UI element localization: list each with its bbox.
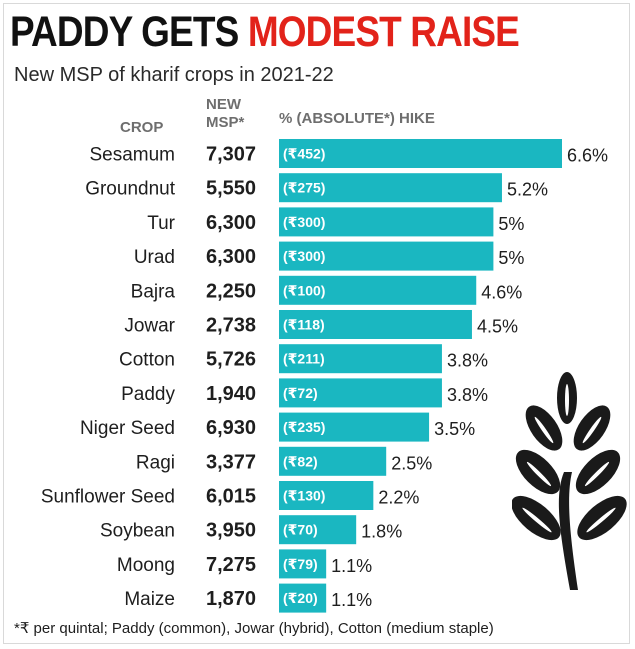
crop-label: Niger Seed — [80, 418, 175, 439]
crop-label: Tur — [147, 213, 175, 234]
msp-value: 6,300 — [206, 246, 256, 268]
bar — [279, 173, 502, 203]
percent-hike-label: 5.2% — [507, 180, 548, 200]
crop-label: Groundnut — [85, 179, 176, 200]
percent-hike-label: 2.5% — [391, 453, 432, 473]
wheat-icon — [512, 372, 627, 590]
msp-value: 1,870 — [206, 588, 256, 610]
msp-value: 1,940 — [206, 383, 256, 405]
percent-hike-label: 5% — [498, 214, 524, 234]
absolute-hike-label: (₹118) — [283, 317, 325, 333]
msp-value: 2,738 — [206, 315, 256, 337]
msp-value: 5,550 — [206, 178, 256, 200]
crop-label: Soybean — [100, 521, 175, 542]
msp-value: 7,275 — [206, 554, 256, 576]
absolute-hike-label: (₹20) — [283, 590, 318, 606]
bar — [279, 207, 494, 237]
percent-hike-label: 4.6% — [481, 282, 522, 302]
chart-frame — [3, 3, 630, 644]
bar — [279, 412, 430, 442]
bar — [279, 344, 442, 374]
percent-hike-label: 1.1% — [331, 590, 372, 610]
crop-label: Sunflower Seed — [41, 487, 175, 508]
msp-value: 5,726 — [206, 349, 256, 371]
absolute-hike-label: (₹300) — [283, 248, 325, 264]
bar — [279, 583, 327, 613]
bar — [279, 310, 472, 339]
absolute-hike-label: (₹82) — [283, 453, 318, 469]
msp-value: 3,377 — [206, 451, 256, 473]
column-header-hike: % (ABSOLUTE*) HIKE — [279, 110, 435, 127]
chart-subtitle: New MSP of kharif crops in 2021-22 — [14, 64, 334, 86]
absolute-hike-label: (₹79) — [283, 556, 318, 572]
absolute-hike-label: (₹70) — [283, 522, 318, 538]
percent-hike-label: 1.1% — [331, 556, 372, 576]
footnote: *₹ per quintal; Paddy (common), Jowar (h… — [14, 620, 494, 637]
bar — [279, 275, 477, 305]
absolute-hike-label: (₹100) — [283, 282, 325, 298]
title-part-2: MODEST RAISE — [247, 8, 520, 56]
bar — [279, 139, 562, 168]
crop-label: Maize — [124, 589, 175, 610]
crop-label: Paddy — [121, 384, 175, 405]
crop-label: Cotton — [119, 350, 175, 371]
absolute-hike-label: (₹275) — [283, 180, 325, 196]
column-header-crop: CROP — [120, 119, 164, 136]
percent-hike-label: 2.2% — [378, 488, 419, 508]
crop-label: Urad — [134, 247, 175, 268]
percent-hike-label: 4.5% — [477, 317, 518, 337]
msp-value: 6,015 — [206, 486, 256, 508]
chart-title: PADDY GETS MODEST RAISE — [10, 4, 520, 60]
msp-value: 6,300 — [206, 212, 256, 234]
column-header-msp: NEW MSP* — [206, 96, 245, 131]
crop-label: Sesamum — [89, 145, 175, 166]
crop-label: Jowar — [124, 316, 175, 337]
absolute-hike-label: (₹300) — [283, 214, 325, 230]
percent-hike-label: 3.8% — [447, 351, 488, 371]
msp-value: 2,250 — [206, 280, 256, 302]
absolute-hike-label: (₹130) — [283, 488, 325, 504]
absolute-hike-label: (₹72) — [283, 385, 318, 401]
percent-hike-label: 3.8% — [447, 385, 488, 405]
msp-value: 7,307 — [206, 144, 256, 166]
bar — [279, 241, 494, 271]
absolute-hike-label: (₹452) — [283, 146, 325, 162]
bar — [279, 481, 374, 510]
percent-hike-label: 1.8% — [361, 522, 402, 542]
title-part-1: PADDY GETS — [10, 8, 239, 56]
crop-label: Bajra — [131, 281, 176, 302]
crop-label: Moong — [117, 555, 175, 576]
percent-hike-label: 6.6% — [567, 146, 608, 166]
percent-hike-label: 3.5% — [434, 419, 475, 439]
absolute-hike-label: (₹235) — [283, 419, 325, 435]
msp-value: 6,930 — [206, 417, 256, 439]
bar — [279, 446, 387, 476]
absolute-hike-label: (₹211) — [283, 351, 325, 367]
bar — [279, 549, 327, 579]
bar — [279, 378, 442, 408]
percent-hike-label: 5% — [498, 248, 524, 268]
crop-label: Ragi — [136, 452, 175, 473]
msp-value: 3,950 — [206, 520, 256, 542]
bar — [279, 515, 357, 545]
